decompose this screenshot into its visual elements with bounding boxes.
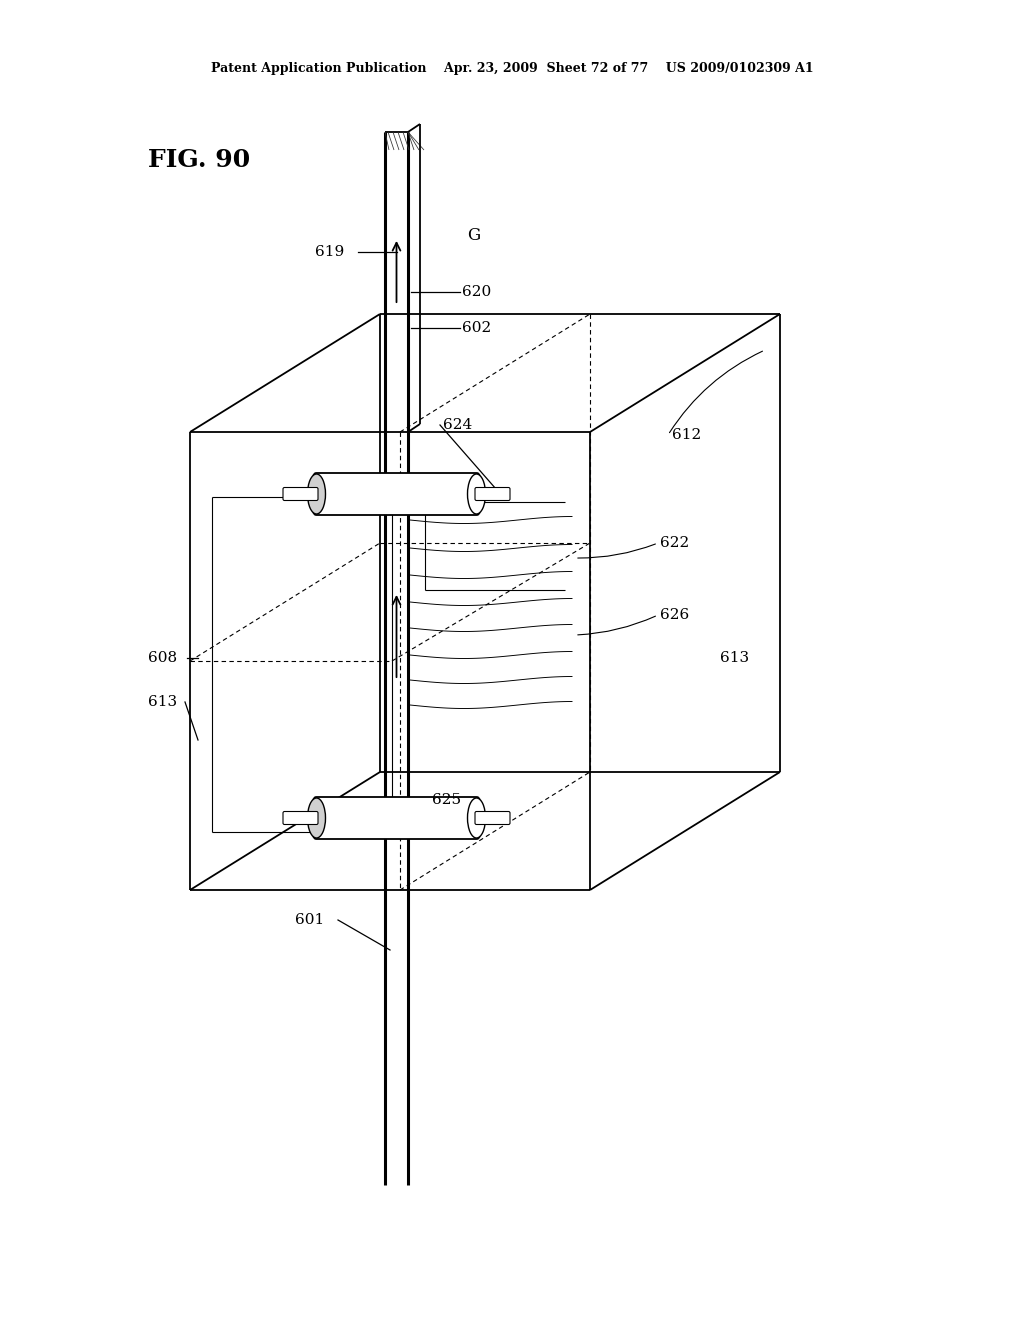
Text: 619: 619 [315,246,344,259]
FancyBboxPatch shape [283,812,318,825]
Ellipse shape [468,474,485,513]
Text: 625: 625 [432,793,461,807]
FancyBboxPatch shape [475,487,510,500]
Text: G: G [467,227,480,243]
Text: 620: 620 [462,285,492,300]
Ellipse shape [468,799,485,838]
Text: 612: 612 [672,428,701,442]
Text: Patent Application Publication    Apr. 23, 2009  Sheet 72 of 77    US 2009/01023: Patent Application Publication Apr. 23, … [211,62,813,75]
Text: 622: 622 [660,536,689,550]
FancyBboxPatch shape [313,797,479,840]
Ellipse shape [307,474,326,513]
Text: 624: 624 [443,418,472,432]
Text: FIG. 90: FIG. 90 [148,148,250,172]
Text: 602: 602 [462,321,492,335]
Text: 601: 601 [295,913,325,927]
Ellipse shape [307,799,326,838]
Text: 613: 613 [148,696,177,709]
Text: 608: 608 [148,651,177,665]
FancyBboxPatch shape [283,487,318,500]
Text: 626: 626 [660,609,689,622]
Text: 613: 613 [720,651,750,665]
FancyBboxPatch shape [475,812,510,825]
FancyBboxPatch shape [313,473,479,515]
